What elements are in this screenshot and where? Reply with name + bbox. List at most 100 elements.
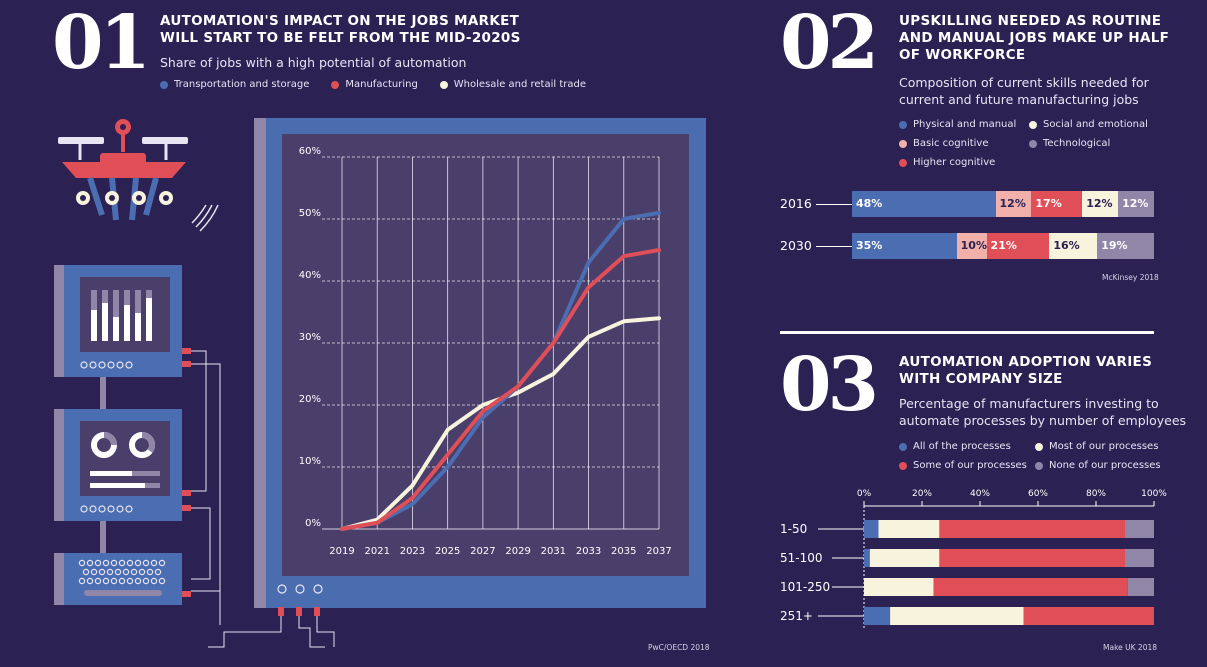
chart1-grid: [322, 156, 660, 530]
chart3: 0% 20% 40% 60% 80% 100% 1-50 51-100 101-250 251+: [780, 489, 1167, 629]
chart1-line-0: [340, 210, 661, 531]
chart1-y-tick-1: 10%: [299, 456, 321, 467]
chart1-line-1: [340, 248, 661, 531]
legend2-label-3: Technological: [1043, 138, 1111, 149]
chart1: 0% 10% 20% 30% 40% 50% 60% 2019 2021 2023 2025 202…: [208, 118, 706, 648]
chart2-row-leader-0: [816, 204, 852, 205]
chart2-bar-1-2: 21%: [986, 233, 1050, 259]
monitor-frame: [208, 118, 706, 648]
chart3-bar-0-1: [878, 520, 940, 538]
legend1-label-0: Transportation and storage: [174, 79, 310, 90]
chart1-x-tick-6: 2031: [541, 546, 566, 557]
section1-title-line1: AUTOMATION'S IMPACT ON THE JOBS MARKET: [160, 13, 520, 29]
section3-title-line1: AUTOMATION ADOPTION VARIES: [899, 354, 1153, 370]
legend2-item-1: Social and emotional: [1029, 119, 1148, 130]
section3-number: 03: [780, 342, 879, 428]
chart3-bar-1-2: [939, 549, 1125, 567]
chart2-bar-0-0: 48%: [852, 191, 996, 217]
chart2-bar-0-1: 12%: [995, 191, 1032, 217]
chart3-x-tick-0: 0%: [857, 489, 872, 499]
chart3-bar-0-0: [864, 520, 879, 538]
chart2-bar-1-1: 10%: [956, 233, 987, 259]
chart3-x-axis: 0% 20% 40% 60% 80% 100%: [857, 489, 1167, 506]
legend2-swatch-3: [1029, 139, 1037, 148]
section1-legend: Transportation and storage Manufacturing…: [160, 79, 586, 90]
legend1-item-2: Wholesale and retail trade: [439, 79, 586, 90]
chart3-x-tick-3: 60%: [1028, 489, 1048, 499]
legend3-item-0: All of the processes: [899, 441, 1011, 452]
chart1-x-tick-9: 2037: [646, 546, 671, 557]
chart1-series: [340, 210, 661, 531]
chart2-row-leader-1: [816, 246, 852, 247]
legend3-label-3: None of our processes: [1049, 460, 1161, 471]
legend3-swatch-1: [1035, 442, 1043, 451]
chart3-bar-2-3: [1127, 578, 1154, 596]
legend2-item-2: Basic cognitive: [899, 138, 989, 149]
section2-subtitle: Composition of current skills needed for…: [899, 74, 1149, 108]
chart3-bar-1-3: [1125, 549, 1154, 567]
chart3-x-tick-2: 40%: [970, 489, 990, 499]
section3-subtitle: Percentage of manufacturers investing to…: [899, 395, 1186, 429]
chart3-x-tick-1: 20%: [912, 489, 932, 499]
chart3-bar-2-2: [933, 578, 1128, 596]
legend2-label-2: Basic cognitive: [913, 138, 989, 149]
chart3-row-label-3: 251+: [780, 609, 813, 623]
chart1-y-tick-4: 40%: [299, 270, 321, 281]
legend3-item-1: Most of our processes: [1035, 441, 1158, 452]
chart3-bars: 1-50 51-100 101-250 251+: [780, 520, 1154, 625]
legend2-swatch-0: [899, 120, 907, 129]
chart1-x-tick-2: 2023: [400, 546, 425, 557]
legend3-item-3: None of our processes: [1035, 460, 1161, 471]
chart2-row-2030: 35% 10% 21% 16% 19%: [852, 233, 1154, 259]
section1-source: PwC/OECD 2018: [648, 643, 710, 652]
chart2-bar-1-4: 19%: [1097, 233, 1154, 259]
chart2-bar-0-3: 12%: [1082, 191, 1119, 217]
section2-source: McKinsey 2018: [1102, 273, 1159, 282]
illustrations: [54, 119, 221, 625]
legend1-swatch-1: [331, 80, 340, 89]
section3-title: AUTOMATION ADOPTION VARIES WITH COMPANY …: [899, 354, 1152, 388]
donut-chart-monitor-icon: [54, 409, 191, 553]
chart1-y-tick-0: 0%: [305, 518, 321, 529]
chart1-x-tick-0: 2019: [329, 546, 354, 557]
legend2-item-0: Physical and manual: [899, 119, 1016, 130]
chart3-bar-3-1: [890, 607, 1024, 625]
section-divider: [780, 331, 1154, 334]
chart3-row-label-0: 1-50: [780, 522, 807, 536]
chart1-y-tick-2: 20%: [299, 394, 321, 405]
legend2-label-1: Social and emotional: [1043, 119, 1148, 130]
legend3-swatch-0: [899, 442, 907, 451]
legend1-swatch-0: [160, 80, 168, 89]
chart1-x-tick-4: 2027: [470, 546, 495, 557]
section2-title-line2: AND MANUAL JOBS MAKE UP HALF: [899, 30, 1170, 46]
chart2-row-2016: 48% 12% 17% 12% 12%: [852, 191, 1154, 217]
legend1-label-2: Wholesale and retail trade: [453, 79, 586, 90]
chart3-bar-0-3: [1125, 520, 1154, 538]
legend3-swatch-3: [1035, 461, 1043, 470]
chart3-bar-0-2: [939, 520, 1125, 538]
legend2-swatch-1: [1029, 120, 1037, 129]
chart2-bar-0-4: 12%: [1118, 191, 1154, 217]
chart3-row-label-2: 101-250: [780, 580, 830, 594]
chart1-x-tick-7: 2033: [576, 546, 601, 557]
section1-title-line2: WILL START TO BE FELT FROM THE MID-2020S: [160, 30, 521, 46]
section1-title: AUTOMATION'S IMPACT ON THE JOBS MARKET W…: [160, 13, 521, 47]
legend1-label-1: Manufacturing: [345, 79, 418, 90]
section2-subtitle-line2: current and future manufacturing jobs: [899, 92, 1139, 107]
section2-title-line3: OF WORKFORCE: [899, 47, 1026, 63]
legend3-label-2: Some of our processes: [913, 460, 1027, 471]
chart3-x-tick-4: 80%: [1086, 489, 1106, 499]
chart2-row-label-1: 2030: [780, 238, 812, 253]
section2-title-line1: UPSKILLING NEEDED AS ROUTINE: [899, 13, 1162, 29]
chart1-x-tick-8: 2035: [611, 546, 636, 557]
chart3-bar-3-0: [864, 607, 891, 625]
section1-subtitle: Share of jobs with a high potential of a…: [160, 55, 467, 70]
chart3-bar-1-1: [869, 549, 940, 567]
chart2-bar-0-2: 17%: [1031, 191, 1083, 217]
section3-title-line2: WITH COMPANY SIZE: [899, 371, 1063, 387]
legend2-item-3: Technological: [1029, 138, 1110, 149]
section2-title: UPSKILLING NEEDED AS ROUTINE AND MANUAL …: [899, 13, 1169, 64]
bar-chart-monitor-icon: [54, 265, 191, 409]
legend3-label-1: Most of our processes: [1049, 441, 1159, 452]
section3-source: Make UK 2018: [1103, 643, 1158, 652]
